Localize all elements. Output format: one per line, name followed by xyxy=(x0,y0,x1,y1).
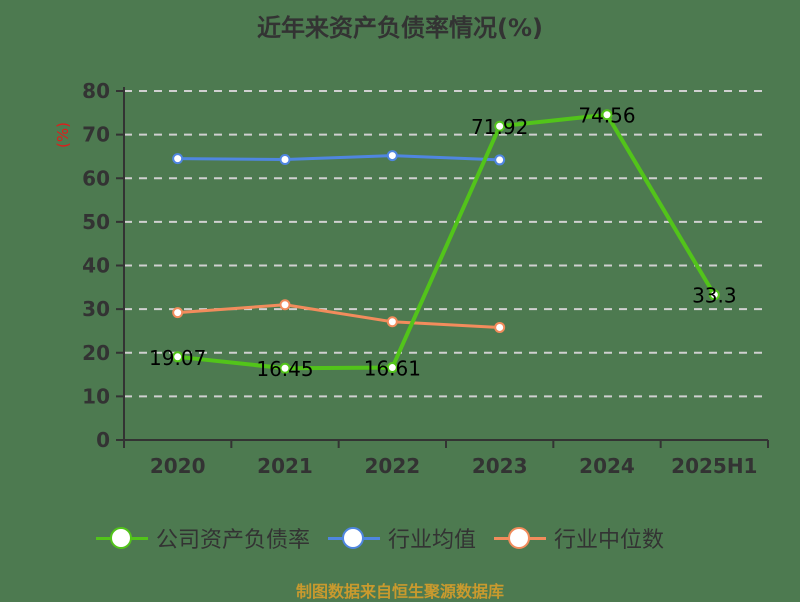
x-tick-label: 2024 xyxy=(579,454,635,478)
data-label: 16.61 xyxy=(364,357,421,381)
data-point-marker xyxy=(708,289,720,301)
legend-line-dot-icon xyxy=(328,524,381,552)
legend-label: 公司资产负债率 xyxy=(156,528,311,553)
x-tick-label: 2022 xyxy=(364,454,420,478)
legend-label: 行业中位数 xyxy=(554,528,665,553)
x-tick-label: 2021 xyxy=(257,454,313,478)
data-label: 19.07 xyxy=(149,346,206,370)
y-tick-label: 50 xyxy=(82,210,110,234)
legend-item-industry-avg[interactable]: 行业均值 xyxy=(328,522,476,554)
data-label: 71.92 xyxy=(471,115,528,139)
legend-line-dot-icon xyxy=(96,524,148,552)
data-point-marker xyxy=(172,307,184,319)
data-source-note: 制图数据来自恒生聚源数据库 xyxy=(295,582,504,601)
x-tick-label: 2023 xyxy=(472,454,528,478)
series-line xyxy=(177,112,717,371)
data-point-marker xyxy=(279,153,291,165)
data-point-marker xyxy=(279,299,291,311)
data-label: 16.45 xyxy=(256,357,313,381)
data-point-marker xyxy=(494,120,506,132)
chart-title: 近年来资产负债率情况(%) xyxy=(257,14,543,42)
y-tick-label: 20 xyxy=(82,341,110,365)
data-point-marker xyxy=(172,153,184,165)
data-point-marker xyxy=(386,316,398,328)
legend: 公司资产负债率 行业均值 行业中位数 xyxy=(96,522,664,554)
y-tick-label: 60 xyxy=(82,166,110,190)
data-label: 33.3 xyxy=(692,284,737,308)
data-point-marker xyxy=(386,362,398,374)
x-tick-label: 2025H1 xyxy=(671,454,757,478)
data-point-marker xyxy=(172,351,184,363)
series-line xyxy=(177,154,500,162)
y-tick-label: 30 xyxy=(82,297,110,321)
data-label: 74.56 xyxy=(578,104,635,128)
y-tick-label: 40 xyxy=(82,254,110,278)
y-tick-label: 0 xyxy=(96,428,110,452)
series-line xyxy=(177,303,500,329)
data-point-marker xyxy=(386,150,398,162)
y-tick-label: 10 xyxy=(82,384,110,408)
y-tick-label: 80 xyxy=(82,79,110,103)
data-point-marker xyxy=(494,321,506,333)
legend-line-dot-icon xyxy=(494,524,547,552)
y-tick-label: 70 xyxy=(82,123,110,147)
legend-label: 行业均值 xyxy=(388,528,477,553)
legend-item-industry-median[interactable]: 行业中位数 xyxy=(494,522,664,554)
x-tick-label: 2020 xyxy=(150,454,206,478)
data-point-marker xyxy=(279,362,291,374)
data-point-marker xyxy=(494,154,506,166)
legend-item-company[interactable]: 公司资产负债率 xyxy=(96,522,310,554)
data-point-marker xyxy=(601,109,613,121)
